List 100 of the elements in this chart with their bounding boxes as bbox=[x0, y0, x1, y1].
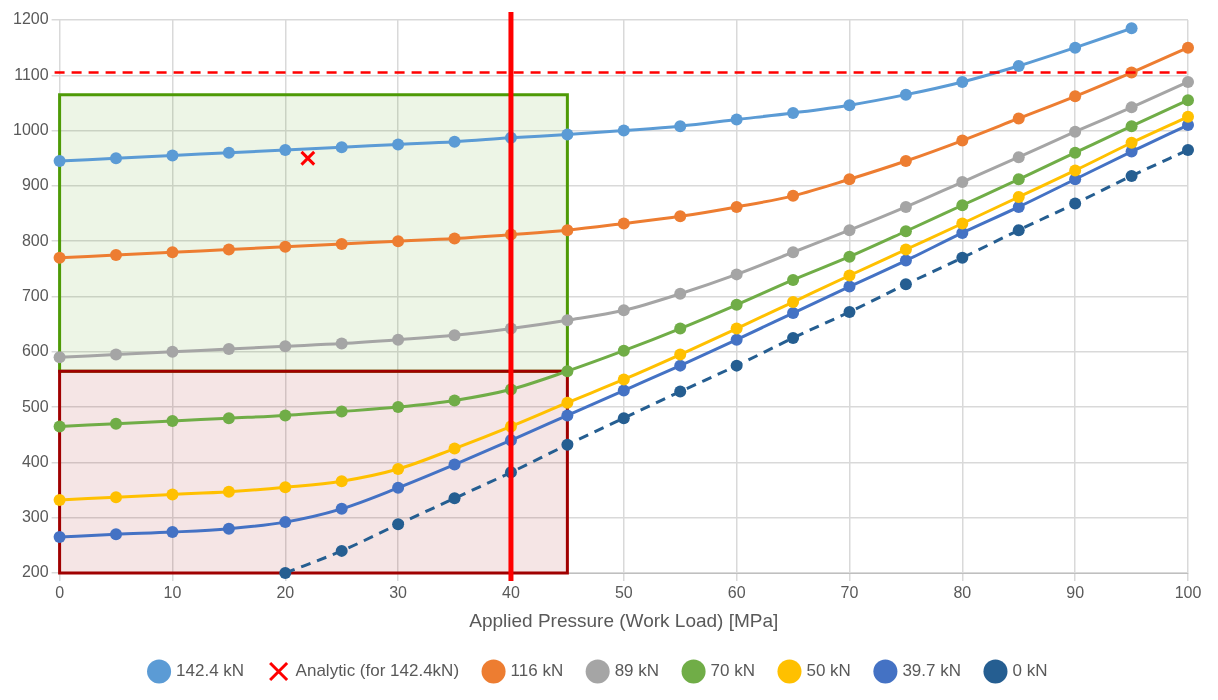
point bbox=[1125, 101, 1138, 114]
point bbox=[392, 401, 405, 414]
x-axis-title: Applied Pressure (Work Load) [MPa] bbox=[469, 609, 779, 631]
point bbox=[561, 365, 574, 378]
point bbox=[617, 412, 630, 425]
legend-label: 70 kN bbox=[710, 661, 755, 681]
point bbox=[730, 359, 743, 372]
point bbox=[787, 273, 800, 286]
y-tick-label: 1100 bbox=[14, 65, 49, 83]
point bbox=[561, 396, 574, 409]
y-tick-label: 800 bbox=[21, 231, 49, 249]
point bbox=[110, 152, 123, 165]
point bbox=[279, 481, 292, 494]
x-tick-label: 0 bbox=[55, 584, 65, 602]
point bbox=[617, 373, 630, 386]
point bbox=[843, 305, 856, 318]
point bbox=[1012, 190, 1025, 203]
point bbox=[448, 492, 461, 505]
point bbox=[1069, 90, 1082, 103]
y-tick-label: 500 bbox=[21, 397, 49, 415]
point bbox=[843, 99, 856, 112]
point bbox=[279, 409, 292, 422]
legend-label: 50 kN bbox=[806, 661, 851, 681]
point bbox=[1012, 112, 1025, 125]
point bbox=[335, 337, 348, 350]
x-tick-label: 50 bbox=[614, 584, 633, 602]
point bbox=[1069, 125, 1082, 138]
point bbox=[1182, 110, 1194, 123]
point bbox=[448, 442, 461, 455]
point bbox=[392, 138, 405, 151]
point bbox=[1182, 41, 1194, 54]
point bbox=[956, 134, 969, 147]
point bbox=[674, 322, 687, 335]
point bbox=[730, 268, 743, 281]
point bbox=[1182, 143, 1194, 156]
x-tick-label: 10 bbox=[163, 584, 182, 602]
point bbox=[561, 409, 574, 422]
point bbox=[956, 199, 969, 212]
y-tick-label: 700 bbox=[21, 286, 49, 304]
x-tick-label: 100 bbox=[1174, 584, 1202, 602]
x-tick-label: 60 bbox=[727, 584, 746, 602]
point bbox=[561, 224, 574, 237]
y-tick-label: 900 bbox=[21, 176, 49, 194]
legend-label: 89 kN bbox=[614, 661, 660, 681]
point bbox=[448, 135, 461, 148]
y-tick-label: 1200 bbox=[13, 10, 49, 28]
y-tick-label: 600 bbox=[21, 342, 49, 360]
legend-label: 0 kN bbox=[1012, 661, 1048, 681]
point bbox=[1125, 22, 1138, 35]
point bbox=[279, 516, 292, 529]
point bbox=[448, 232, 461, 245]
point bbox=[561, 314, 574, 327]
point bbox=[730, 333, 743, 346]
y-tick-label: 300 bbox=[21, 508, 49, 526]
point bbox=[617, 124, 630, 137]
point bbox=[448, 394, 461, 407]
point bbox=[222, 243, 235, 256]
point bbox=[53, 155, 66, 168]
point bbox=[617, 304, 630, 317]
point bbox=[1069, 197, 1082, 210]
point bbox=[279, 143, 292, 156]
point bbox=[335, 237, 348, 250]
point bbox=[730, 113, 743, 126]
legend-label: 39.7 kN bbox=[902, 661, 961, 681]
point bbox=[392, 235, 405, 248]
point bbox=[448, 329, 461, 342]
point bbox=[1125, 136, 1138, 149]
point bbox=[166, 149, 179, 162]
point bbox=[110, 528, 123, 541]
point bbox=[1069, 146, 1082, 159]
point bbox=[561, 128, 574, 141]
point bbox=[392, 333, 405, 346]
point bbox=[730, 298, 743, 311]
x-tick-label: 20 bbox=[276, 584, 295, 602]
point bbox=[617, 384, 630, 397]
x-tick-label: 70 bbox=[840, 584, 859, 602]
point bbox=[674, 348, 687, 361]
point bbox=[843, 269, 856, 282]
x-tick-label: 40 bbox=[502, 584, 520, 602]
point bbox=[1012, 224, 1025, 237]
point bbox=[1012, 173, 1025, 186]
point bbox=[787, 106, 800, 119]
point bbox=[222, 343, 235, 356]
point bbox=[1125, 169, 1138, 182]
point bbox=[956, 251, 969, 264]
point bbox=[1012, 59, 1025, 72]
point bbox=[110, 417, 123, 430]
point bbox=[335, 502, 348, 515]
point bbox=[617, 217, 630, 230]
point bbox=[787, 189, 800, 202]
point bbox=[956, 75, 969, 88]
point bbox=[1125, 120, 1138, 133]
point bbox=[899, 254, 912, 267]
legend-label: Analytic (for 142.4kN) bbox=[295, 661, 460, 681]
point bbox=[53, 531, 66, 544]
point bbox=[899, 200, 912, 213]
point bbox=[335, 475, 348, 488]
point bbox=[787, 307, 800, 320]
point bbox=[166, 414, 179, 427]
point bbox=[843, 250, 856, 263]
